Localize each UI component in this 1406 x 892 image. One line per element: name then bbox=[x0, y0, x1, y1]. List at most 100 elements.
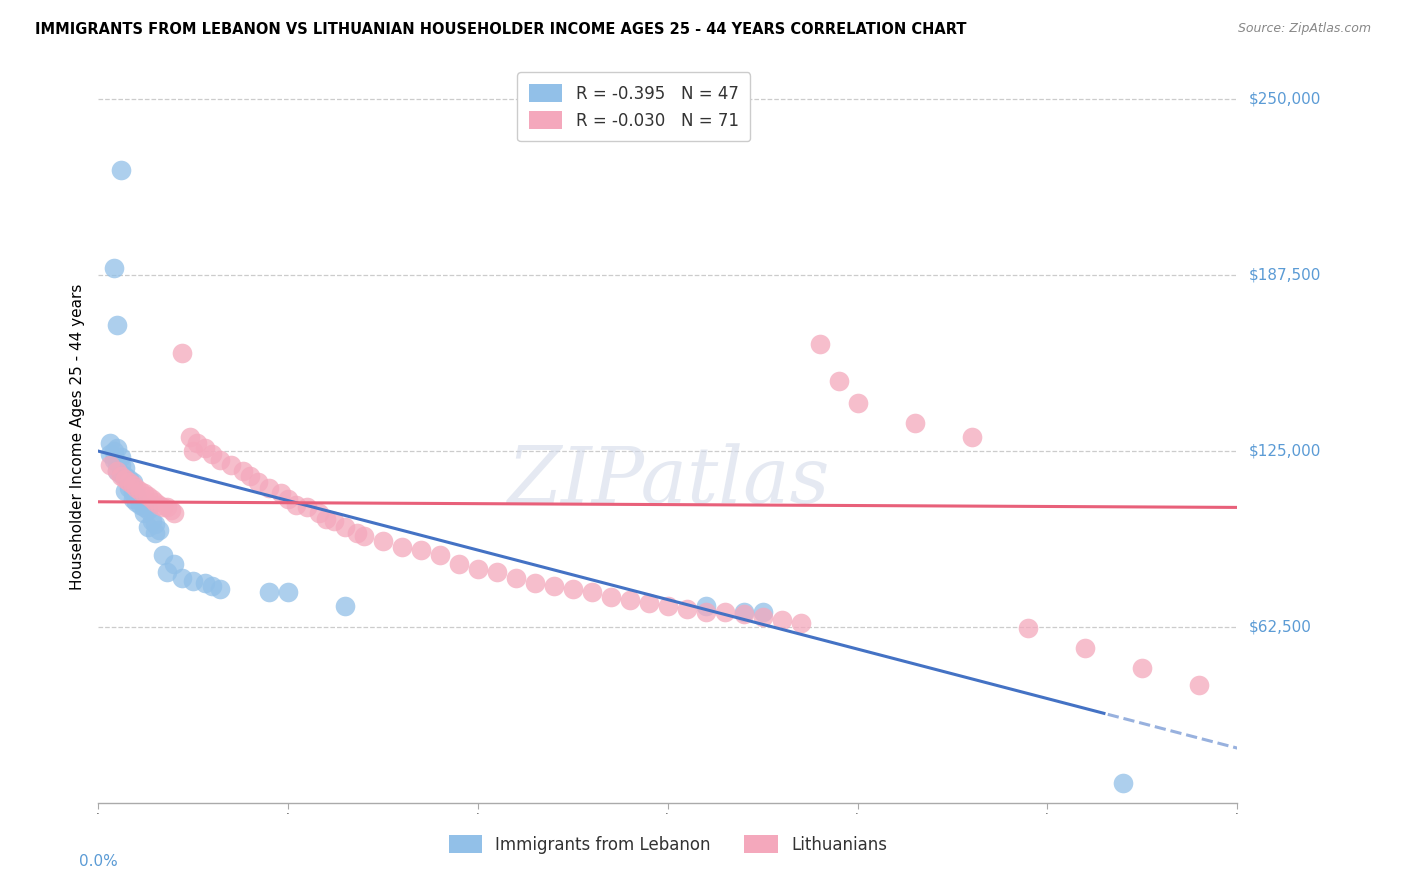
Point bbox=[714, 605, 737, 619]
Point bbox=[114, 469, 136, 483]
Point bbox=[110, 458, 132, 473]
Point bbox=[132, 486, 155, 500]
Point bbox=[543, 579, 565, 593]
Point bbox=[136, 489, 159, 503]
Point bbox=[562, 582, 585, 596]
Point bbox=[110, 162, 132, 177]
Point bbox=[371, 534, 394, 549]
Point bbox=[208, 582, 231, 596]
Point bbox=[232, 464, 254, 478]
Point bbox=[828, 374, 851, 388]
Point bbox=[259, 584, 281, 599]
Point bbox=[335, 599, 357, 613]
Point bbox=[208, 452, 231, 467]
Point bbox=[246, 475, 269, 489]
Point bbox=[201, 579, 224, 593]
Point bbox=[121, 475, 143, 489]
Point bbox=[904, 416, 927, 430]
Point bbox=[1018, 621, 1040, 635]
Point bbox=[156, 565, 179, 579]
Point bbox=[1074, 641, 1097, 656]
Point bbox=[695, 605, 717, 619]
Point bbox=[239, 469, 262, 483]
Point bbox=[107, 318, 129, 332]
Point bbox=[770, 613, 793, 627]
Point bbox=[733, 607, 755, 622]
Point bbox=[695, 599, 717, 613]
Point bbox=[170, 571, 193, 585]
Point bbox=[277, 491, 299, 506]
Point bbox=[110, 450, 132, 464]
Point bbox=[600, 591, 623, 605]
Point bbox=[335, 520, 357, 534]
Point bbox=[159, 503, 181, 517]
Point bbox=[132, 506, 155, 520]
Text: Source: ZipAtlas.com: Source: ZipAtlas.com bbox=[1237, 22, 1371, 36]
Point bbox=[1112, 776, 1135, 790]
Point bbox=[125, 481, 148, 495]
Point bbox=[114, 461, 136, 475]
Point bbox=[315, 511, 337, 525]
Point bbox=[846, 396, 869, 410]
Point bbox=[163, 557, 186, 571]
Point bbox=[98, 447, 121, 461]
Point bbox=[284, 498, 307, 512]
Point bbox=[201, 447, 224, 461]
Point bbox=[960, 430, 983, 444]
Point bbox=[676, 601, 699, 615]
Point bbox=[103, 444, 125, 458]
Point bbox=[733, 605, 755, 619]
Point bbox=[145, 517, 167, 532]
Point bbox=[259, 481, 281, 495]
Point bbox=[179, 430, 201, 444]
Point bbox=[581, 584, 603, 599]
Point bbox=[505, 571, 527, 585]
Point bbox=[121, 478, 143, 492]
Point bbox=[132, 500, 155, 515]
Point bbox=[129, 483, 152, 498]
Point bbox=[467, 562, 489, 576]
Point bbox=[145, 525, 167, 540]
Point bbox=[429, 548, 451, 562]
Point bbox=[186, 435, 208, 450]
Point bbox=[125, 495, 148, 509]
Point bbox=[125, 489, 148, 503]
Point bbox=[103, 261, 125, 276]
Point bbox=[183, 444, 205, 458]
Point bbox=[136, 520, 159, 534]
Point bbox=[411, 542, 433, 557]
Point bbox=[136, 503, 159, 517]
Point bbox=[163, 506, 186, 520]
Point bbox=[118, 472, 141, 486]
Point bbox=[98, 435, 121, 450]
Point bbox=[308, 506, 330, 520]
Point bbox=[183, 574, 205, 588]
Point bbox=[194, 576, 217, 591]
Point bbox=[790, 615, 813, 630]
Point bbox=[619, 593, 641, 607]
Point bbox=[114, 483, 136, 498]
Point bbox=[752, 605, 775, 619]
Point bbox=[121, 486, 143, 500]
Text: $250,000: $250,000 bbox=[1249, 92, 1320, 107]
Point bbox=[346, 525, 368, 540]
Point bbox=[657, 599, 679, 613]
Point bbox=[391, 540, 413, 554]
Point bbox=[1132, 661, 1154, 675]
Point bbox=[297, 500, 319, 515]
Point bbox=[107, 442, 129, 456]
Y-axis label: Householder Income Ages 25 - 44 years: Householder Income Ages 25 - 44 years bbox=[69, 284, 84, 591]
Point bbox=[110, 469, 132, 483]
Text: $187,500: $187,500 bbox=[1249, 268, 1320, 283]
Point bbox=[129, 498, 152, 512]
Text: $125,000: $125,000 bbox=[1249, 443, 1320, 458]
Point bbox=[322, 515, 344, 529]
Point bbox=[221, 458, 243, 473]
Point bbox=[118, 475, 141, 489]
Legend: Immigrants from Lebanon, Lithuanians: Immigrants from Lebanon, Lithuanians bbox=[441, 829, 894, 860]
Text: 0.0%: 0.0% bbox=[79, 854, 118, 869]
Point bbox=[148, 498, 170, 512]
Point bbox=[638, 596, 661, 610]
Text: ZIPatlas: ZIPatlas bbox=[506, 442, 830, 519]
Point bbox=[1188, 678, 1211, 692]
